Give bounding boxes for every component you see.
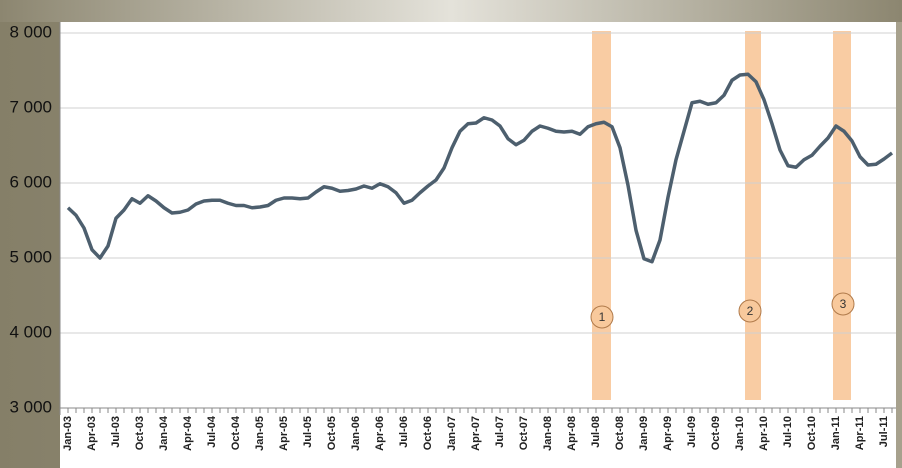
x-tick-label: Jan-11 — [830, 416, 842, 450]
x-tick-label: Oct-04 — [230, 415, 242, 450]
x-tick-label: Jul-11 — [878, 416, 890, 447]
x-tick-label: Oct-10 — [806, 416, 818, 450]
x-tick-label: Jan-10 — [734, 416, 746, 451]
y-tick-label: 6 000 — [9, 172, 52, 191]
annotation-label: 1 — [599, 310, 606, 324]
x-tick-label: Apr-10 — [758, 416, 770, 451]
x-tick-label: Jan-08 — [542, 416, 554, 451]
x-tick-label: Jul-10 — [782, 416, 794, 448]
annotation-label: 2 — [747, 304, 754, 318]
x-tick-label: Jan-05 — [254, 416, 266, 451]
x-tick-label: Oct-07 — [518, 416, 530, 450]
highlight-band — [833, 31, 851, 400]
plot-area — [60, 22, 896, 415]
top-band — [0, 0, 902, 22]
y-tick-label: 3 000 — [9, 397, 52, 416]
x-tick-label: Apr-08 — [566, 416, 578, 451]
annotation-circle — [831, 292, 855, 316]
x-tick-label: Apr-09 — [662, 416, 674, 451]
x-tick-label: Oct-08 — [614, 416, 626, 450]
x-tick-label: Apr-07 — [470, 416, 482, 451]
x-tick-label: Jan-06 — [350, 416, 362, 451]
x-tick-label: Apr-06 — [374, 416, 386, 451]
x-tick-label: Oct-09 — [710, 416, 722, 450]
highlight-band — [592, 31, 611, 400]
x-tick-label: Jan-07 — [446, 416, 458, 451]
annotation-label: 3 — [840, 297, 847, 311]
x-tick-label: Apr-04 — [182, 415, 194, 451]
x-tick-label: Oct-05 — [326, 416, 338, 450]
x-axis-area — [60, 415, 896, 468]
x-tick-label: Apr-11 — [854, 416, 866, 450]
y-tick-label: 4 000 — [9, 322, 52, 341]
y-tick-label: 8 000 — [9, 22, 52, 41]
x-tick-label: Jul-06 — [398, 416, 410, 448]
annotation-circle — [738, 299, 762, 323]
y-tick-label: 5 000 — [9, 247, 52, 266]
x-tick-label: Jan-09 — [638, 416, 650, 451]
x-tick-label: Oct-03 — [134, 416, 146, 450]
x-tick-label: Apr-03 — [86, 416, 98, 451]
x-tick-label: Jul-07 — [494, 416, 506, 448]
x-tick-label: Jul-09 — [686, 416, 698, 448]
x-tick-label: Jul-04 — [206, 415, 218, 448]
x-tick-label: Jul-08 — [590, 416, 602, 448]
y-tick-label: 7 000 — [9, 97, 52, 116]
data-line — [66, 72, 894, 264]
x-tick-label: Jan-04 — [158, 415, 170, 451]
x-tick-label: Jan-03 — [62, 416, 74, 451]
x-tick-label: Jul-03 — [110, 416, 122, 448]
x-tick-label: Jul-05 — [302, 416, 314, 448]
x-tick-label: Apr-05 — [278, 416, 290, 451]
annotation-circle — [590, 305, 614, 329]
x-tick-label: Oct-06 — [422, 416, 434, 450]
